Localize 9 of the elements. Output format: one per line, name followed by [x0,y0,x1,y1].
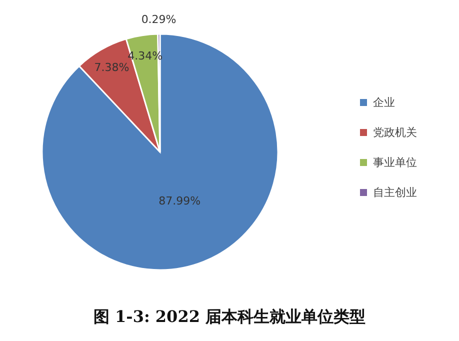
legend-label: 党政机关 [373,126,417,140]
legend-label: 事业单位 [373,156,417,170]
data-label: 0.29% [141,12,176,26]
legend-label: 企业 [373,96,395,110]
legend-label: 自主创业 [373,186,417,200]
data-label: 7.38% [94,61,130,74]
text: 图 1-3: 2022 届本科生就业单位类型 [93,307,366,326]
pie-slice [41,33,279,271]
data-label: 87.99% [158,194,201,208]
